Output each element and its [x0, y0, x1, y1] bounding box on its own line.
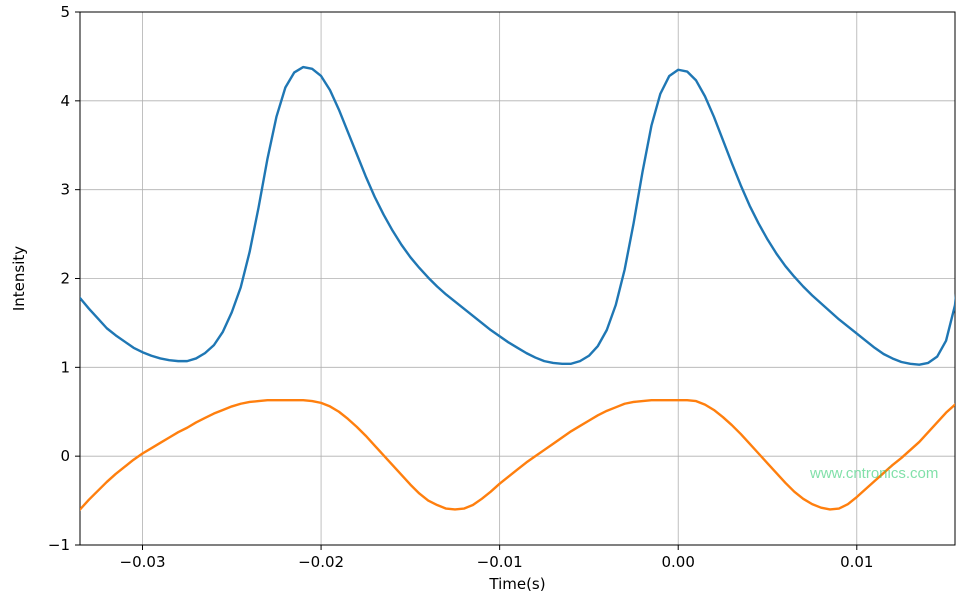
x-tick-label: −0.02: [298, 553, 344, 571]
y-tick-label: 4: [60, 92, 70, 110]
intensity-time-chart: −0.03 −0.02 −0.01 0.00 0.01 −1 0 1 2 3 4 5 Time(s) In…: [0, 0, 974, 610]
y-tick-label: −1: [48, 536, 70, 554]
x-tick-label: 0.00: [662, 553, 695, 571]
chart-container: −0.03 −0.02 −0.01 0.00 0.01 −1 0 1 2 3 4 5 Time(s) In…: [0, 0, 974, 610]
y-tick-label: 0: [60, 447, 70, 465]
x-tick-label: −0.03: [120, 553, 166, 571]
y-tick-label: 3: [60, 181, 70, 199]
y-axis-label: Intensity: [10, 246, 28, 311]
y-tick-label: 5: [60, 3, 70, 21]
x-tick-label: −0.01: [477, 553, 523, 571]
x-tick-label: 0.01: [840, 553, 873, 571]
y-tick-label: 1: [60, 358, 70, 376]
x-axis-label: Time(s): [488, 575, 545, 593]
y-tick-label: 2: [60, 270, 70, 288]
